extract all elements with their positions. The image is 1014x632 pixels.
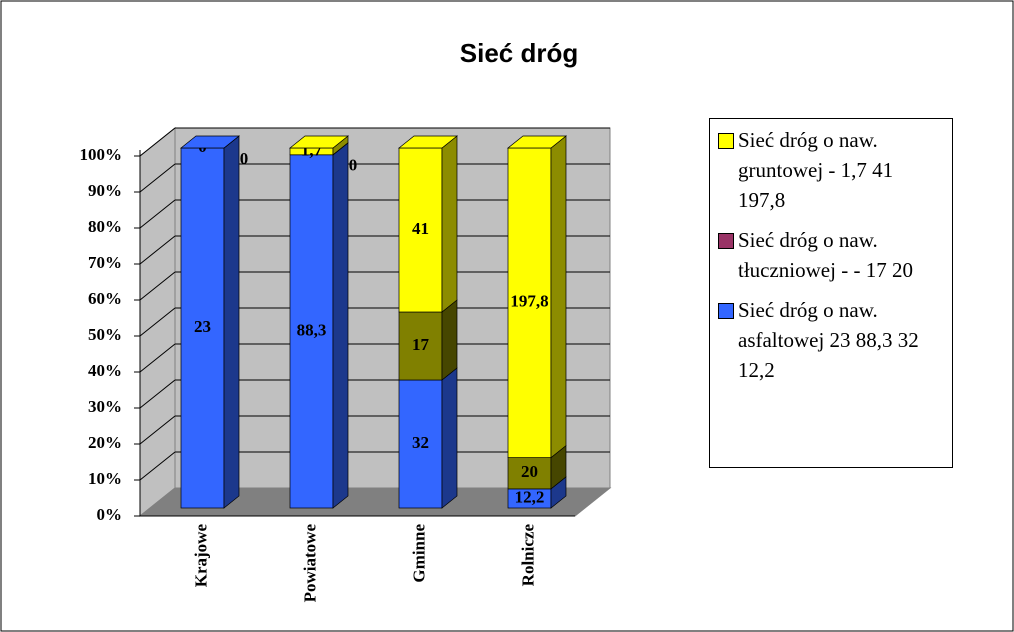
grid-line	[139, 415, 176, 445]
x-tick-label: Powiatowe	[300, 524, 319, 603]
bar-segment	[398, 147, 443, 313]
bar-side	[550, 135, 567, 459]
data-label: 0	[240, 149, 249, 168]
y-tick-label: 80%	[88, 217, 122, 236]
grid-line	[139, 307, 176, 337]
grid-line	[139, 343, 176, 373]
grid-line	[139, 163, 176, 193]
grid-line	[139, 451, 176, 481]
grid-line	[139, 127, 176, 157]
bar-side	[223, 135, 240, 509]
data-label: 32	[412, 433, 429, 452]
bar-side	[441, 299, 458, 381]
bar-side	[332, 142, 349, 509]
bar-segment	[507, 147, 552, 458]
y-tick-label: 20%	[88, 433, 122, 452]
x-tick-label: Krajowe	[191, 524, 210, 588]
y-tick-label: 90%	[88, 181, 122, 200]
bar-side	[441, 135, 458, 313]
x-tick-label: Gminne	[409, 524, 428, 583]
grid-line	[139, 199, 176, 229]
legend-swatch	[718, 303, 734, 319]
legend-label: Sieć dróg o naw. asfaltowej 23 88,3 32 1…	[738, 298, 919, 382]
y-tick-label: 100%	[80, 145, 123, 164]
legend-item: Sieć dróg o naw. gruntowej - 1,7 41 197,…	[718, 125, 944, 215]
data-label: 17	[412, 335, 430, 354]
bar-top	[180, 135, 240, 149]
y-tick-label: 50%	[88, 325, 122, 344]
bar-segment	[180, 147, 225, 509]
data-label: 20	[521, 462, 538, 481]
data-label: 12,2	[515, 487, 545, 506]
grid-line	[139, 235, 176, 265]
grid-line	[139, 271, 176, 301]
x-tick-label: Rolnicze	[518, 524, 537, 587]
y-tick-label: 30%	[88, 397, 122, 416]
y-tick-label: 70%	[88, 253, 122, 272]
data-label: 88,3	[297, 320, 327, 339]
y-tick-label: 10%	[88, 469, 122, 488]
bar-segment	[398, 311, 443, 381]
y-tick-label: 60%	[88, 289, 122, 308]
legend-swatch	[718, 133, 734, 149]
data-label: 23	[194, 317, 211, 336]
legend-item: Sieć dróg o naw. tłuczniowej - - 17 20	[718, 225, 944, 285]
bar-top	[289, 135, 349, 149]
bar-segment	[507, 457, 552, 490]
bar-segment	[398, 379, 443, 509]
chart-title: Sieć dróg	[460, 38, 578, 68]
bar-top	[507, 135, 567, 149]
legend-item: Sieć dróg o naw. asfaltowej 23 88,3 32 1…	[718, 295, 944, 385]
data-label: 41	[412, 219, 429, 238]
legend: Sieć dróg o naw. gruntowej - 1,7 41 197,…	[709, 118, 953, 468]
y-tick-label: 40%	[88, 361, 122, 380]
data-label: 197,8	[510, 292, 548, 311]
y-tick-label: 0%	[97, 505, 123, 524]
legend-swatch	[718, 233, 734, 249]
bar-side	[441, 367, 458, 509]
grid-line	[139, 379, 176, 409]
data-label: 0	[349, 156, 358, 175]
legend-label: Sieć dróg o naw. gruntowej - 1,7 41 197,…	[738, 128, 894, 212]
bar-top	[398, 135, 458, 149]
legend-label: Sieć dróg o naw. tłuczniowej - - 17 20	[738, 228, 913, 282]
